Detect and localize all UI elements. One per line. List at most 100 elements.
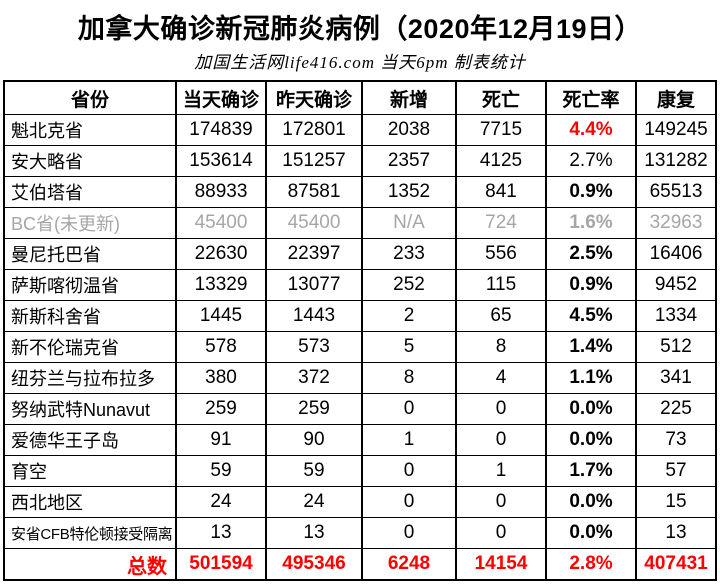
cell-today: 88933 <box>175 176 266 208</box>
table-row: 西北地区 24 24 0 0 0.0% 15 <box>3 486 716 518</box>
cell-today: 578 <box>175 331 266 363</box>
cell-rate: 4.4% <box>545 114 636 146</box>
table-row: 安省CFB特伦顿接受隔离 13 13 0 0 0.0% 13 <box>3 517 716 549</box>
cell-yesterday: 259 <box>265 393 362 425</box>
cell-recovered: 407431 <box>635 548 716 580</box>
table-row: 萨斯喀彻温省 13329 13077 252 115 0.9% 9452 <box>3 269 716 301</box>
cell-rate: 0.0% <box>545 517 636 549</box>
total-row: 总数 501594 495346 6248 14154 2.8% 407431 <box>3 548 716 580</box>
cell-province: 曼尼托巴省 <box>3 238 176 270</box>
cell-today: 501594 <box>175 548 266 580</box>
cell-recovered: 15 <box>635 486 716 518</box>
cell-rate: 0.0% <box>545 486 636 518</box>
cell-yesterday: 13 <box>265 517 362 549</box>
table-row: 纽芬兰与拉布拉多 380 372 8 4 1.1% 341 <box>3 362 716 394</box>
cell-rate: 1.7% <box>545 455 636 487</box>
col-header-recovered: 康复 <box>635 80 716 115</box>
cell-today: 91 <box>175 424 266 456</box>
cell-added: 2357 <box>361 145 456 177</box>
cell-added: 0 <box>361 455 456 487</box>
cell-deaths: 724 <box>455 207 546 239</box>
cell-today: 45400 <box>175 207 266 239</box>
cell-yesterday: 573 <box>265 331 362 363</box>
cell-yesterday: 45400 <box>265 207 362 239</box>
cell-added: N/A <box>361 207 456 239</box>
cell-yesterday: 90 <box>265 424 362 456</box>
table-row: 新不伦瑞克省 578 573 5 8 1.4% 512 <box>3 331 716 363</box>
cell-deaths: 4125 <box>455 145 546 177</box>
table-row: 育空 59 59 0 1 1.7% 57 <box>3 455 716 487</box>
page-subtitle: 加国生活网life416.com 当天6pm 制表统计 <box>194 53 526 72</box>
cell-deaths: 8 <box>455 331 546 363</box>
cell-province: 新斯科舍省 <box>3 300 176 332</box>
cell-yesterday: 13077 <box>265 269 362 301</box>
cell-province: 爱德华王子岛 <box>3 424 176 456</box>
cell-province: 安大略省 <box>3 145 176 177</box>
cell-province: 萨斯喀彻温省 <box>3 269 176 301</box>
cell-province: BC省(未更新) <box>3 207 176 239</box>
cell-rate: 2.5% <box>545 238 636 270</box>
cell-deaths: 115 <box>455 269 546 301</box>
cell-recovered: 149245 <box>635 114 716 146</box>
cell-deaths: 0 <box>455 486 546 518</box>
col-header-new-cases: 新增 <box>361 80 456 115</box>
cell-province: 总数 <box>3 548 176 580</box>
cell-rate: 2.8% <box>545 548 636 580</box>
cell-province: 努纳武特Nunavut <box>3 393 176 425</box>
cell-rate: 1.6% <box>545 207 636 239</box>
cell-deaths: 14154 <box>455 548 546 580</box>
cell-recovered: 57 <box>635 455 716 487</box>
cell-recovered: 512 <box>635 331 716 363</box>
cell-yesterday: 24 <box>265 486 362 518</box>
cell-deaths: 65 <box>455 300 546 332</box>
table-row: 魁北克省 174839 172801 2038 7715 4.4% 149245 <box>3 114 716 146</box>
cell-recovered: 65513 <box>635 176 716 208</box>
table-row: 安大略省 153614 151257 2357 4125 2.7% 131282 <box>3 145 716 177</box>
cell-province: 新不伦瑞克省 <box>3 331 176 363</box>
cell-rate: 1.4% <box>545 331 636 363</box>
cell-recovered: 341 <box>635 362 716 394</box>
cell-rate: 1.1% <box>545 362 636 394</box>
cell-recovered: 225 <box>635 393 716 425</box>
cell-yesterday: 372 <box>265 362 362 394</box>
cell-rate: 4.5% <box>545 300 636 332</box>
cell-today: 259 <box>175 393 266 425</box>
cell-recovered: 73 <box>635 424 716 456</box>
cell-yesterday: 172801 <box>265 114 362 146</box>
cell-today: 153614 <box>175 145 266 177</box>
cell-deaths: 4 <box>455 362 546 394</box>
cell-province: 安省CFB特伦顿接受隔离 <box>3 517 176 549</box>
cell-province: 魁北克省 <box>3 114 176 146</box>
cell-added: 6248 <box>361 548 456 580</box>
cell-added: 252 <box>361 269 456 301</box>
cell-yesterday: 87581 <box>265 176 362 208</box>
cell-recovered: 13 <box>635 517 716 549</box>
cell-province: 西北地区 <box>3 486 176 518</box>
cell-yesterday: 495346 <box>265 548 362 580</box>
cell-province: 育空 <box>3 455 176 487</box>
cell-deaths: 556 <box>455 238 546 270</box>
cell-deaths: 1 <box>455 455 546 487</box>
cell-recovered: 16406 <box>635 238 716 270</box>
col-header-death-rate: 死亡率 <box>545 80 636 115</box>
cell-today: 24 <box>175 486 266 518</box>
cell-added: 233 <box>361 238 456 270</box>
table-row: BC省(未更新) 45400 45400 N/A 724 1.6% 32963 <box>3 207 716 239</box>
cell-today: 59 <box>175 455 266 487</box>
col-header-province: 省份 <box>3 80 176 115</box>
cell-today: 13329 <box>175 269 266 301</box>
cell-rate: 2.7% <box>545 145 636 177</box>
cell-today: 380 <box>175 362 266 394</box>
cell-yesterday: 22397 <box>265 238 362 270</box>
cell-deaths: 841 <box>455 176 546 208</box>
cell-added: 0 <box>361 486 456 518</box>
cell-deaths: 0 <box>455 424 546 456</box>
cell-today: 174839 <box>175 114 266 146</box>
cell-rate: 0.0% <box>545 393 636 425</box>
col-header-today-confirmed: 当天确诊 <box>175 80 266 115</box>
cell-province: 纽芬兰与拉布拉多 <box>3 362 176 394</box>
cell-recovered: 9452 <box>635 269 716 301</box>
table-row: 新斯科舍省 1445 1443 2 65 4.5% 1334 <box>3 300 716 332</box>
cell-added: 1352 <box>361 176 456 208</box>
cell-added: 2038 <box>361 114 456 146</box>
